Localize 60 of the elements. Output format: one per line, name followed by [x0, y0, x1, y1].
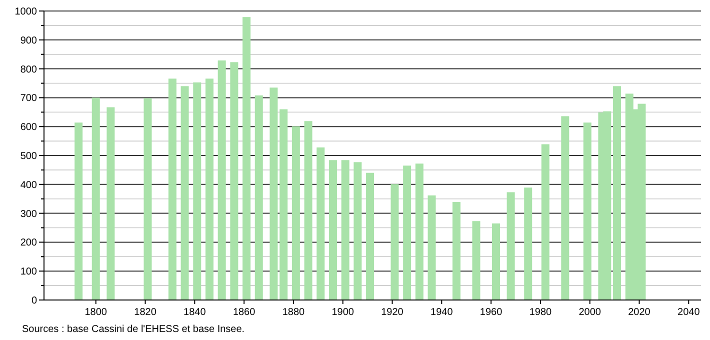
y-tick-label: 600 — [20, 122, 38, 134]
bar — [452, 202, 460, 300]
y-tick-label: 0 — [31, 296, 38, 306]
x-tick-label: 1960 — [480, 307, 503, 318]
bar — [583, 122, 592, 300]
bar — [304, 121, 312, 300]
x-tick-label: 1800 — [84, 307, 108, 318]
bar — [230, 62, 238, 300]
bar — [561, 116, 570, 300]
bar — [472, 221, 480, 300]
bar — [292, 126, 300, 300]
x-tick-label: 1920 — [381, 307, 404, 318]
x-tick-label: 2000 — [578, 307, 602, 318]
bar — [403, 166, 412, 300]
bar — [390, 184, 399, 300]
bar — [354, 162, 362, 300]
x-tick-label: 1980 — [529, 307, 552, 318]
x-tick-label: 1940 — [430, 307, 454, 318]
y-tick-label: 1000 — [14, 6, 38, 18]
x-tick-label: 1820 — [134, 307, 157, 318]
y-tick-label: 900 — [20, 35, 38, 46]
bar — [270, 88, 278, 300]
bar — [106, 107, 115, 300]
y-tick-label: 800 — [20, 64, 38, 76]
bar — [524, 188, 532, 300]
y-tick-label: 200 — [20, 238, 38, 249]
bar — [242, 17, 251, 300]
x-tick-label: 2020 — [628, 307, 651, 318]
x-tick-label: 1900 — [332, 307, 354, 318]
bar — [415, 164, 424, 300]
bar — [541, 144, 550, 300]
bar — [316, 147, 325, 300]
bar — [625, 94, 634, 300]
bar — [506, 192, 515, 300]
y-tick-label: 400 — [20, 180, 38, 191]
bar — [428, 195, 436, 300]
bar — [180, 86, 189, 300]
bar — [254, 95, 263, 300]
bar — [328, 160, 337, 300]
source-note: Sources : base Cassini de l'EHESS et base Insee. — [22, 324, 245, 335]
y-tick-label: 500 — [20, 151, 38, 162]
x-tick-label: 2040 — [678, 307, 700, 318]
bar — [193, 82, 202, 300]
bar — [168, 78, 176, 300]
bar — [280, 109, 288, 300]
y-tick-label: 100 — [20, 266, 38, 278]
bar — [218, 60, 226, 300]
bar — [341, 160, 350, 300]
x-tick-label: 1860 — [232, 307, 256, 318]
bar — [366, 172, 374, 300]
bar — [74, 122, 83, 300]
bar — [492, 223, 500, 300]
bar — [205, 78, 214, 300]
bar — [613, 86, 622, 300]
y-tick-label: 300 — [20, 208, 38, 220]
x-tick-label: 1880 — [282, 307, 306, 318]
y-tick-label: 700 — [20, 93, 38, 104]
bar — [144, 98, 152, 300]
x-tick-label: 1840 — [184, 307, 206, 318]
bar — [92, 98, 100, 300]
